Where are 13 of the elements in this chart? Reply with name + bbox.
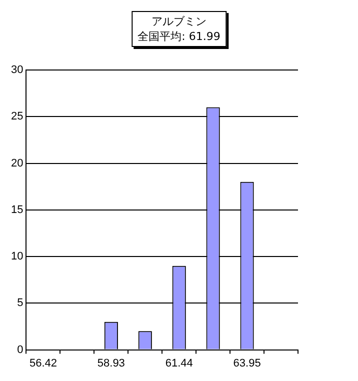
y-tick-label: 20 — [10, 157, 24, 170]
y-tick-label: 10 — [10, 250, 24, 263]
chart-title: アルブミン — [150, 14, 208, 29]
y-tick-label: 5 — [17, 297, 24, 310]
x-tick-label: 61.44 — [165, 357, 193, 370]
x-tick-label: 58.93 — [97, 357, 125, 370]
y-tick-label: 0 — [17, 344, 24, 356]
y-tick-label: 25 — [10, 110, 24, 123]
chart-subtitle: 全国平均: 61.99 — [138, 29, 220, 44]
x-tick-label: 63.95 — [233, 357, 261, 370]
y-tick-label: 30 — [10, 64, 24, 76]
x-tick-label: 56.42 — [29, 357, 57, 370]
y-tick-label: 15 — [10, 204, 24, 216]
